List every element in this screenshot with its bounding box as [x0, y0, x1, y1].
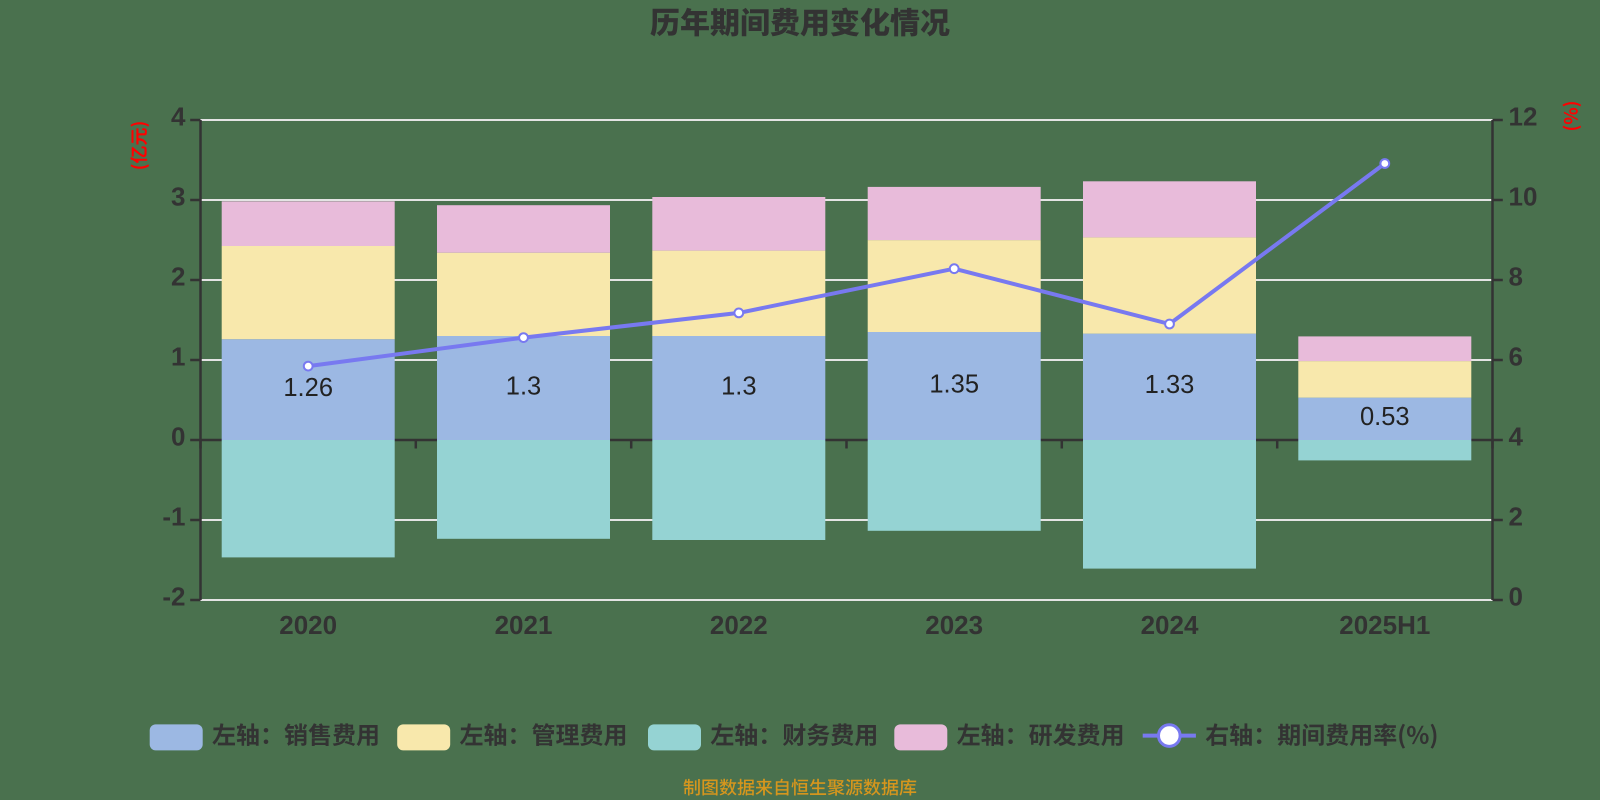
- svg-text:6: 6: [1509, 342, 1523, 372]
- svg-text:1.26: 1.26: [283, 374, 333, 402]
- svg-text:1.3: 1.3: [721, 372, 756, 400]
- svg-text:1: 1: [171, 342, 185, 372]
- svg-text:-1: -1: [162, 502, 185, 532]
- svg-text:3: 3: [171, 182, 185, 212]
- svg-text:-2: -2: [162, 582, 185, 612]
- svg-text:1.35: 1.35: [929, 370, 979, 398]
- svg-text:2: 2: [171, 262, 185, 292]
- svg-text:2: 2: [1509, 502, 1523, 532]
- svg-text:2023: 2023: [925, 610, 983, 640]
- svg-text:8: 8: [1509, 262, 1523, 292]
- svg-text:2020: 2020: [279, 610, 337, 640]
- svg-text:2024: 2024: [1141, 610, 1199, 640]
- svg-text:2025H1: 2025H1: [1339, 610, 1430, 640]
- svg-text:2021: 2021: [495, 610, 553, 640]
- svg-text:0: 0: [1509, 582, 1523, 612]
- svg-text:10: 10: [1509, 182, 1538, 212]
- svg-text:4: 4: [171, 102, 186, 132]
- svg-text:0.53: 0.53: [1360, 403, 1410, 431]
- svg-text:1.3: 1.3: [506, 372, 541, 400]
- svg-text:1.33: 1.33: [1145, 371, 1195, 399]
- svg-text:4: 4: [1509, 422, 1524, 452]
- svg-text:2022: 2022: [710, 610, 768, 640]
- svg-text:0: 0: [171, 422, 185, 452]
- svg-text:12: 12: [1509, 102, 1538, 132]
